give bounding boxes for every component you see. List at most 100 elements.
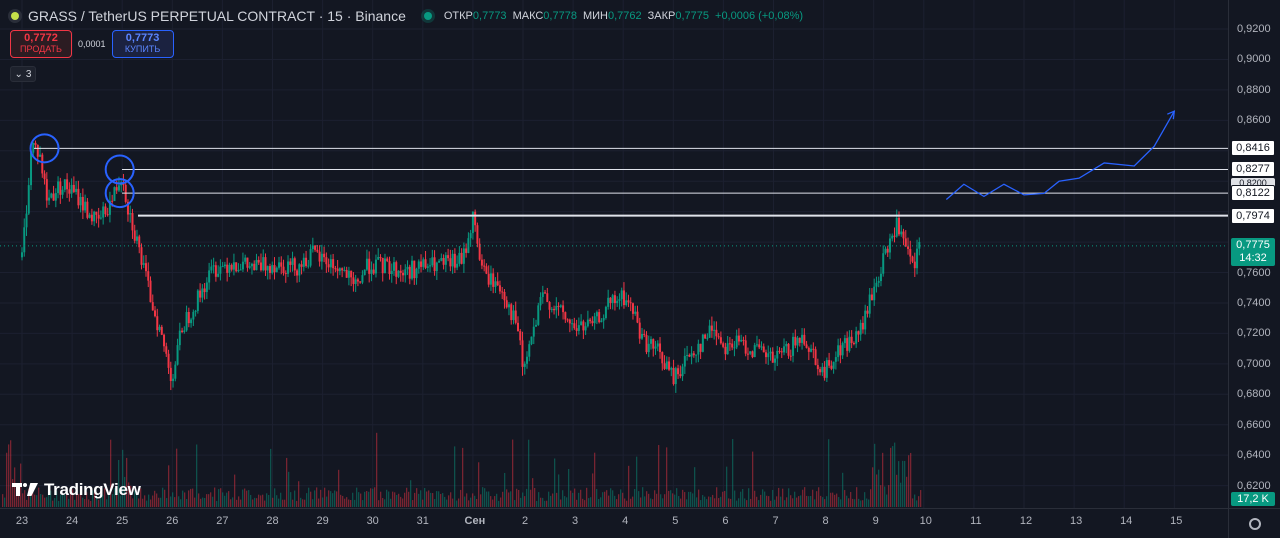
- candle-body: [282, 266, 285, 274]
- candle-body: [636, 311, 639, 323]
- candle-body: [602, 318, 605, 321]
- volume-bar: [612, 490, 614, 507]
- candle-body: [192, 311, 195, 320]
- volume-bar: [658, 445, 660, 507]
- candle-body: [487, 273, 490, 285]
- symbol-title[interactable]: GRASS / TetherUS PERPETUAL CONTRACT · 15…: [28, 8, 406, 24]
- volume-bar: [842, 472, 844, 507]
- volume-bar: [548, 491, 550, 507]
- candle-body: [377, 257, 380, 260]
- volume-bar: [706, 499, 708, 507]
- volume-bar: [236, 499, 238, 507]
- time-tick: 15: [1170, 515, 1183, 527]
- volume-bar: [856, 487, 858, 507]
- chart-settings-button[interactable]: [1228, 508, 1280, 538]
- price-tick: 0,6800: [1237, 388, 1271, 401]
- volume-bar: [276, 495, 278, 507]
- volume-bar: [804, 487, 806, 507]
- volume-bar: [818, 487, 820, 507]
- volume-bar: [422, 499, 424, 507]
- symbol-logo-icon[interactable]: [8, 9, 22, 23]
- candle-body: [555, 305, 558, 311]
- volume-bar: [908, 455, 910, 507]
- volume-bar: [22, 493, 24, 507]
- price-level-label[interactable]: 0,8122: [1231, 185, 1275, 202]
- volume-bar: [102, 494, 104, 507]
- candle-body: [469, 233, 472, 239]
- candle-body: [447, 255, 450, 259]
- volume-bar: [158, 497, 160, 507]
- candle-body: [440, 258, 443, 261]
- volume-bar: [366, 491, 368, 507]
- candle-body: [776, 350, 779, 359]
- ohlc-legend: ОТКР0,7773 МАКС0,7778 МИН0,7762 ЗАКР0,7775 +…: [444, 10, 803, 22]
- price-chart[interactable]: [0, 0, 1228, 508]
- volume-bar: [808, 496, 810, 507]
- volume-bar: [588, 498, 590, 507]
- candle-body: [293, 258, 296, 271]
- volume-bar: [176, 448, 178, 507]
- volume-bar: [442, 493, 444, 507]
- candle-body: [329, 259, 332, 268]
- trade-panel: 0,7772 ПРОДАТЬ 0,0001 0,7773 КУПИТЬ: [10, 30, 174, 58]
- projection-arrowhead-icon: [1167, 110, 1176, 120]
- indicators-toggle-button[interactable]: ⌄ 3: [10, 66, 36, 82]
- buy-price: 0,7773: [125, 32, 160, 44]
- time-axis[interactable]: 23 24 25 26 27 28 29 30 31 Сен 2 3 4 5 6 7 8 9 10 11 12 13 14 1…: [0, 508, 1228, 538]
- candle-body: [325, 257, 328, 265]
- volume-bar: [888, 485, 890, 507]
- price-tick: 0,8600: [1237, 114, 1271, 127]
- candle-body: [762, 346, 765, 353]
- candle-body: [59, 181, 62, 195]
- volume-bar: [724, 490, 726, 507]
- candle-body: [492, 273, 495, 287]
- sell-button[interactable]: 0,7772 ПРОДАТЬ: [10, 30, 72, 58]
- price-level-label[interactable]: 0,8416: [1231, 140, 1275, 157]
- volume-bar: [704, 496, 706, 507]
- buy-button[interactable]: 0,7773 КУПИТЬ: [111, 30, 174, 58]
- volume-bar: [524, 496, 526, 507]
- candle-body: [607, 297, 610, 307]
- volume-bar: [726, 466, 728, 507]
- volume-bar: [896, 474, 898, 507]
- candle-body: [665, 361, 668, 369]
- candle-body: [866, 310, 869, 314]
- candle-body: [255, 259, 258, 271]
- price-level-label[interactable]: 0,8277: [1231, 161, 1275, 178]
- volume-bar: [170, 496, 172, 507]
- volume-bar: [916, 500, 918, 507]
- price-axis[interactable]: 0,92000,90000,88000,86000,84000,76000,74…: [1228, 0, 1280, 508]
- volume-bar: [98, 499, 100, 507]
- candle-body: [196, 290, 199, 311]
- symbol-header: GRASS / TetherUS PERPETUAL CONTRACT · 15…: [8, 6, 803, 26]
- tradingview-logo[interactable]: TradingView: [12, 480, 141, 500]
- candle-body: [93, 211, 96, 222]
- volume-bar: [742, 489, 744, 507]
- volume-bar: [510, 491, 512, 507]
- volume-bar: [764, 491, 766, 507]
- chart-plot-area[interactable]: [0, 0, 1228, 508]
- volume-bar: [140, 488, 142, 507]
- candle-body: [616, 300, 619, 304]
- candle-body: [426, 266, 429, 268]
- candle-body: [379, 257, 382, 259]
- volume-bar: [786, 497, 788, 507]
- candle-body: [683, 355, 686, 367]
- volume-bar: [130, 485, 132, 507]
- candle-body: [320, 253, 323, 262]
- candle-body: [571, 323, 574, 325]
- volume-bar: [912, 498, 914, 507]
- price-level-label[interactable]: 0,7974: [1231, 207, 1275, 224]
- volume-bar: [578, 492, 580, 507]
- volume-bar: [54, 497, 56, 507]
- volume-bar: [750, 498, 752, 507]
- volume-bar: [224, 495, 226, 507]
- volume-bar: [580, 489, 582, 507]
- candle-body: [41, 154, 44, 174]
- candle-body: [857, 331, 860, 335]
- candle-body: [861, 322, 864, 330]
- volume-bar: [760, 494, 762, 507]
- candle-body: [911, 256, 914, 262]
- candle-body: [185, 312, 188, 331]
- price-level-label-hidden: 0,8200: [1231, 178, 1275, 189]
